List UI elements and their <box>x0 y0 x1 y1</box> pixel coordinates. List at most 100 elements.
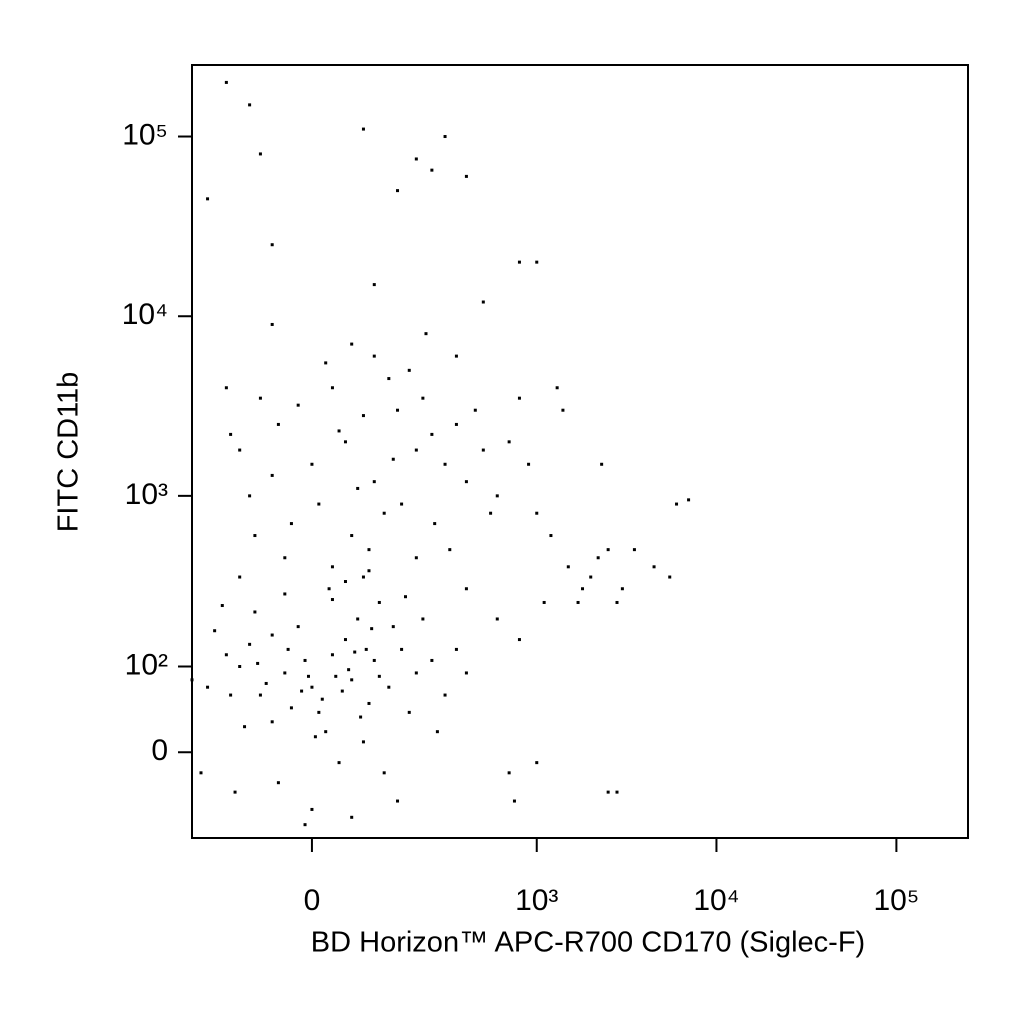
dot <box>489 511 493 515</box>
dot <box>229 432 233 436</box>
dot <box>372 658 376 662</box>
dot <box>377 674 381 678</box>
dot <box>367 548 371 552</box>
dot <box>270 322 274 326</box>
dot <box>421 396 425 400</box>
dot <box>421 617 425 621</box>
dot <box>283 671 287 675</box>
dot <box>206 685 210 689</box>
dot <box>517 396 521 400</box>
y-tick-label: 10⁴ <box>122 298 168 331</box>
dot <box>303 658 307 662</box>
dot <box>454 354 458 358</box>
dot <box>206 197 210 201</box>
dot <box>367 569 371 573</box>
dot <box>542 600 546 604</box>
dot <box>668 575 672 579</box>
dot <box>430 432 434 436</box>
dot <box>407 710 411 714</box>
dot <box>343 440 347 444</box>
dot <box>464 480 468 484</box>
dot <box>448 548 452 552</box>
dot <box>361 414 365 418</box>
dot <box>310 685 314 689</box>
y-tick-label: 10⁵ <box>122 118 168 151</box>
dot <box>527 462 531 466</box>
dot <box>224 80 228 84</box>
dot <box>253 534 257 538</box>
dot <box>306 674 310 678</box>
dot <box>391 457 395 461</box>
dot <box>387 685 391 689</box>
dot <box>400 502 404 506</box>
x-axis-label: BD Horizon™ APC-R700 CD170 (Siglec-F) <box>311 927 865 959</box>
dot <box>248 642 252 646</box>
dot <box>289 706 293 710</box>
plot-frame <box>191 64 969 839</box>
dot <box>238 664 242 668</box>
dot <box>414 157 418 161</box>
dot <box>372 283 376 287</box>
dot <box>320 697 324 701</box>
dot <box>364 647 368 651</box>
dot <box>535 260 539 264</box>
dot <box>347 668 351 672</box>
dot <box>343 580 347 584</box>
dot <box>414 556 418 560</box>
dot <box>361 127 365 131</box>
dot <box>310 462 314 466</box>
dot <box>535 761 539 765</box>
dot <box>430 168 434 172</box>
dot <box>443 462 447 466</box>
dot <box>238 575 242 579</box>
dot <box>507 771 511 775</box>
dot <box>495 494 499 498</box>
dot <box>300 689 304 693</box>
dot <box>350 342 354 346</box>
dot <box>404 595 408 599</box>
dot <box>296 625 300 629</box>
dot <box>343 638 347 642</box>
dot <box>233 790 237 794</box>
dot <box>270 243 274 247</box>
dot <box>606 790 610 794</box>
dot <box>555 386 559 390</box>
dot <box>334 674 338 678</box>
dot <box>283 592 287 596</box>
dot <box>481 448 485 452</box>
dot <box>289 522 293 526</box>
y-tick-label: 10³ <box>125 478 168 511</box>
dot <box>652 565 656 569</box>
dot <box>396 189 400 193</box>
dot <box>600 462 604 466</box>
dot <box>377 600 381 604</box>
dot <box>220 604 224 608</box>
dot <box>382 771 386 775</box>
dot <box>303 823 307 827</box>
dot <box>675 502 679 506</box>
dot <box>350 815 354 819</box>
dot <box>424 332 428 336</box>
dot <box>337 761 341 765</box>
dot <box>199 771 203 775</box>
dot <box>276 422 280 426</box>
dot <box>361 575 365 579</box>
dot <box>454 647 458 651</box>
dot <box>687 498 691 502</box>
dot <box>517 638 521 642</box>
dot <box>229 693 233 697</box>
dot <box>576 600 580 604</box>
dot <box>350 534 354 538</box>
dot <box>270 473 274 477</box>
dot <box>296 403 300 407</box>
dot <box>317 502 321 506</box>
x-tick-label: 10⁵ <box>873 884 919 917</box>
dot <box>495 617 499 621</box>
dot <box>310 807 314 811</box>
dot <box>317 710 321 714</box>
dot <box>596 556 600 560</box>
y-axis-label: FITC CD11b <box>53 372 85 533</box>
dot <box>367 701 371 705</box>
dot <box>370 627 374 631</box>
